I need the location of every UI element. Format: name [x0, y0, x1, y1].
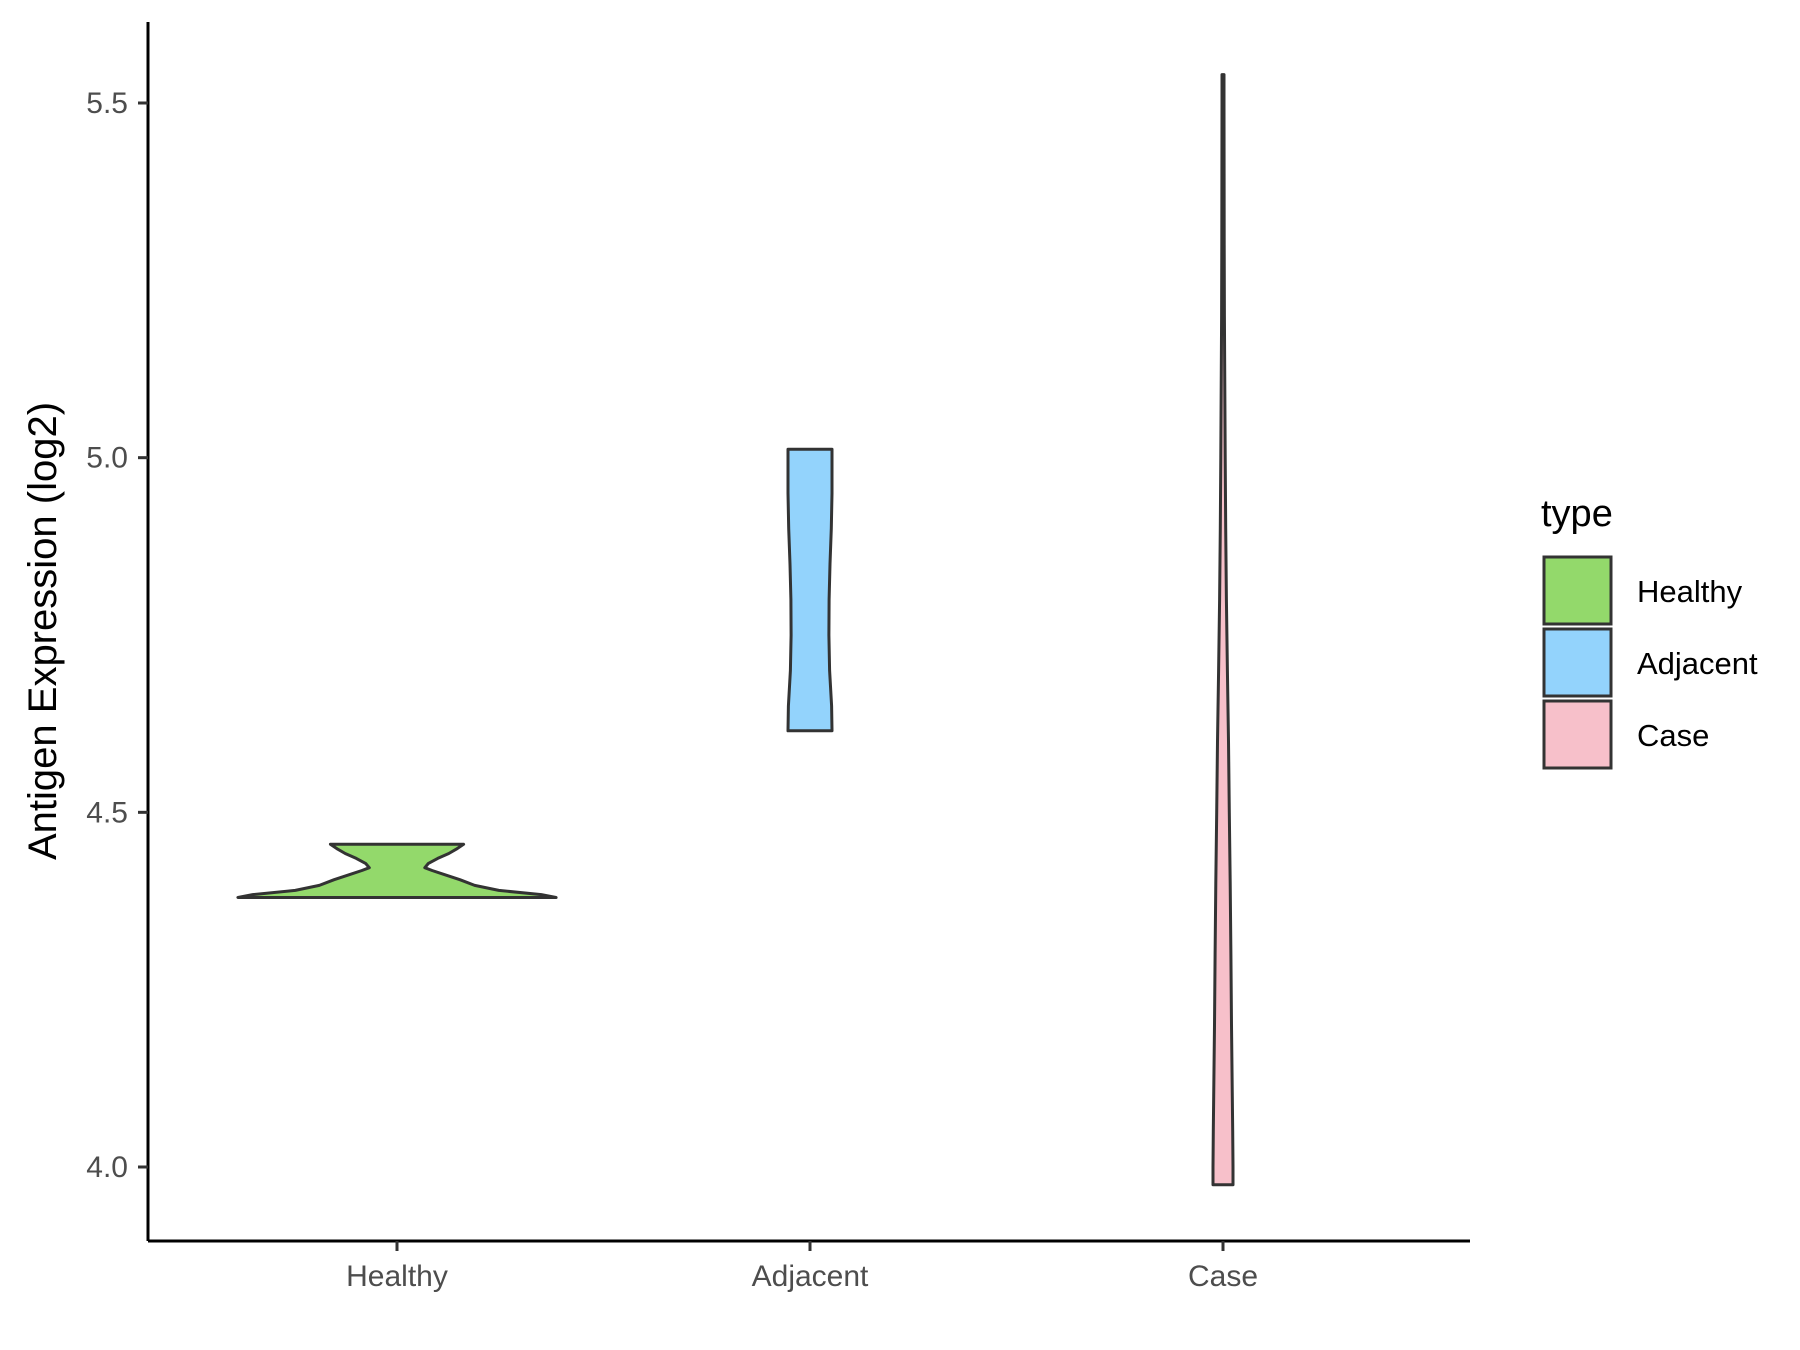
- plot-area: [236, 73, 1235, 1187]
- y-tick-label: 4.5: [86, 796, 128, 829]
- x-ticks: Healthy Adjacent Case: [346, 1241, 1258, 1293]
- violin-case: [1211, 73, 1235, 1187]
- y-axis-title: Antigen Expression (log2): [21, 402, 65, 860]
- legend-key-healthy: [1542, 555, 1613, 626]
- legend-label: Healthy: [1637, 574, 1743, 609]
- y-ticks: 4.0 4.5 5.0 5.5: [86, 87, 148, 1184]
- violin-healthy: [236, 842, 558, 899]
- legend-key-case: [1542, 699, 1613, 770]
- y-tick-label: 5.0: [86, 442, 128, 475]
- x-tick-label: Adjacent: [752, 1260, 869, 1293]
- x-tick-label: Case: [1188, 1260, 1258, 1293]
- violin-adjacent: [786, 447, 834, 733]
- legend: type Healthy Adjacent Case: [1541, 493, 1758, 770]
- legend-key-adjacent: [1542, 627, 1613, 698]
- legend-title: type: [1541, 493, 1613, 535]
- y-tick-label: 4.0: [86, 1151, 128, 1184]
- y-tick-label: 5.5: [86, 87, 128, 120]
- legend-label: Case: [1637, 718, 1709, 753]
- legend-label: Adjacent: [1637, 646, 1758, 681]
- x-tick-label: Healthy: [346, 1260, 448, 1293]
